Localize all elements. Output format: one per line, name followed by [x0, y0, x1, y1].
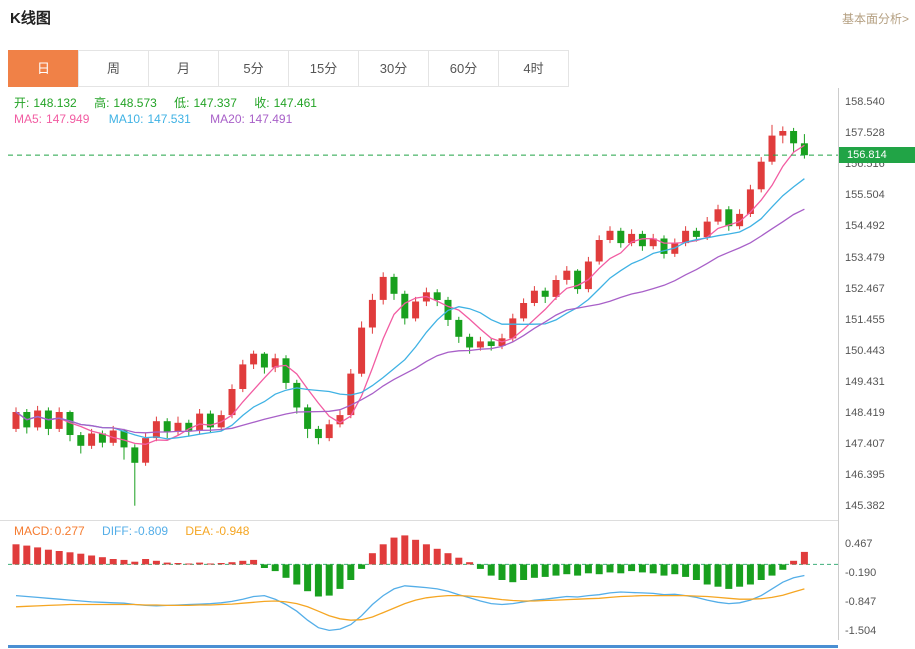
ma5-label: MA5: [14, 112, 43, 126]
high-value: 148.573 [113, 96, 157, 110]
ma10-line [15, 178, 805, 440]
diff-label: DIFF: [102, 524, 133, 538]
price-axis-label: 148.419 [845, 407, 885, 419]
tab-5min[interactable]: 5分 [218, 50, 289, 87]
ma10-label: MA10: [108, 112, 144, 126]
dea-label: DEA: [185, 524, 214, 538]
tab-30min[interactable]: 30分 [358, 50, 429, 87]
price-axis-label: 147.407 [845, 438, 885, 450]
chart-scrollbar[interactable] [8, 645, 838, 648]
ohlc-readout: 开: 148.132 高: 148.573 低: 147.337 收: 147.461 [14, 94, 321, 111]
price-axis-label: 151.455 [845, 314, 885, 326]
timeframe-tabs: 日 周 月 5分 15分 30分 60分 4时 [8, 50, 569, 87]
candlestick-chart[interactable] [8, 88, 838, 518]
price-axis-label: 158.540 [845, 96, 885, 108]
diff-value: -0.809 [134, 524, 169, 538]
ma20-line [15, 208, 805, 434]
tab-day[interactable]: 日 [8, 50, 79, 87]
tab-60min[interactable]: 60分 [428, 50, 499, 87]
macd-value: 0.277 [54, 524, 85, 538]
macd-axis-label: -0.847 [845, 596, 877, 608]
price-axis-label: 150.443 [845, 345, 885, 357]
dea-line [15, 588, 805, 621]
panel-divider [0, 520, 838, 521]
page-title: K线图 [10, 10, 51, 27]
fundamental-analysis-link[interactable]: 基本面分析> [841, 12, 909, 26]
macd-axis-label: -1.504 [845, 625, 877, 637]
price-axis-label: 149.431 [845, 376, 885, 388]
tab-15min[interactable]: 15分 [288, 50, 359, 87]
price-axis-label: 146.395 [845, 469, 885, 481]
diff-line [15, 574, 805, 632]
macd-readout: MACD: 0.277 DIFF: -0.809 DEA: -0.948 [14, 524, 263, 538]
price-axis-label: 153.479 [845, 252, 885, 264]
ma20-value: 147.491 [248, 112, 293, 126]
price-axis-line [838, 88, 839, 640]
ma10-value: 147.531 [147, 112, 191, 126]
ma5-value: 147.949 [46, 112, 90, 126]
macd-histogram [12, 535, 808, 597]
macd-label: MACD: [14, 524, 53, 538]
macd-axis-label: -0.190 [845, 567, 877, 579]
price-axis-label: 155.504 [845, 189, 885, 201]
open-label: 开: [14, 96, 30, 110]
close-value: 147.461 [273, 96, 317, 110]
ma20-label: MA20: [210, 112, 245, 126]
close-label: 收: [254, 96, 270, 110]
current-price-tag: 156.814 [839, 147, 915, 163]
ma5-line [15, 144, 805, 445]
high-label: 高: [94, 96, 110, 110]
tab-4hour[interactable]: 4时 [498, 50, 569, 87]
tab-week[interactable]: 周 [78, 50, 149, 87]
price-axis-label: 154.492 [845, 220, 885, 232]
ma-readout: MA5: 147.949 MA10: 147.531 MA20: 147.491 [14, 112, 308, 126]
low-value: 147.337 [193, 96, 237, 110]
price-axis-label: 145.382 [845, 500, 885, 512]
price-axis-label: 152.467 [845, 283, 885, 295]
low-label: 低: [174, 96, 190, 110]
candles-layer [12, 124, 808, 506]
tab-month[interactable]: 月 [148, 50, 219, 87]
price-axis-label: 157.528 [845, 127, 885, 139]
macd-axis-label: 0.467 [845, 538, 873, 550]
open-value: 148.132 [33, 96, 77, 110]
macd-chart[interactable] [8, 522, 838, 638]
dea-value: -0.948 [215, 524, 250, 538]
